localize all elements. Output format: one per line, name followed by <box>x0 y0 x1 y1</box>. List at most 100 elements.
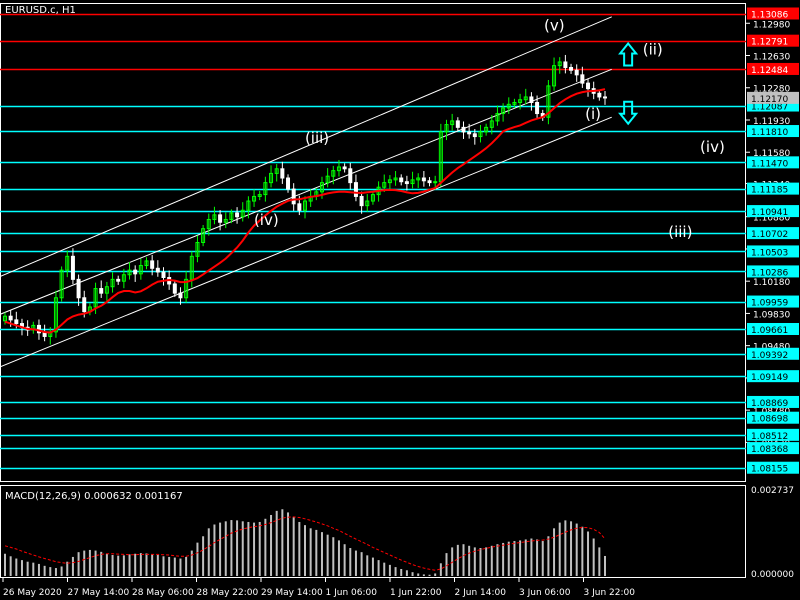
wave-label: (iv) <box>254 211 279 229</box>
candle-body <box>478 131 483 138</box>
current-price-label: 1.12170 <box>751 95 788 105</box>
level-price-box[interactable] <box>747 265 799 278</box>
candle-body <box>574 69 579 76</box>
channel-line-upper[interactable] <box>0 16 612 278</box>
candle-body <box>161 271 166 279</box>
candle-body <box>495 113 500 122</box>
time-tick-label: 26 May 2020 <box>3 588 62 598</box>
candle-body <box>404 181 409 185</box>
level-price-label: 1.08155 <box>751 465 788 475</box>
level-price-box[interactable] <box>747 156 799 169</box>
level-price-box[interactable] <box>747 295 799 308</box>
candle-body <box>399 177 404 183</box>
candle-body <box>552 65 557 87</box>
level-price-box[interactable] <box>747 322 799 335</box>
level-price-box[interactable] <box>747 205 799 218</box>
level-price-box[interactable] <box>747 7 799 20</box>
price-axis[interactable]: 1.129801.126301.122801.119301.115801.112… <box>746 7 799 475</box>
macd-pane[interactable]: 0.002737 0.000000 <box>0 485 795 581</box>
candle-body <box>387 179 392 184</box>
candle-body <box>603 96 607 99</box>
time-tick-label: 29 May 14:00 <box>261 588 323 598</box>
price-tick-label: 1.10880 <box>753 214 790 224</box>
candle-body <box>370 194 375 202</box>
candle-body <box>421 177 426 182</box>
candle-body <box>580 74 585 84</box>
hollow-up-arrow-icon[interactable] <box>618 41 639 67</box>
level-price-box[interactable] <box>747 461 799 474</box>
candle-body <box>14 319 19 325</box>
price-pane-border <box>0 3 746 482</box>
wave-label: (iii) <box>668 223 692 241</box>
candle-body <box>206 218 211 230</box>
level-price-box[interactable] <box>747 34 799 47</box>
candle-body <box>8 315 13 321</box>
level-price-box[interactable] <box>747 125 799 138</box>
candle-body <box>110 278 115 288</box>
time-axis[interactable]: 26 May 2020 27 May 14:00 28 May 06:00 28 Ma… <box>2 578 636 598</box>
candle-body <box>218 214 223 223</box>
price-tick-label: 1.11580 <box>753 149 790 159</box>
level-price-box[interactable] <box>747 370 799 383</box>
channel-line-middle[interactable] <box>0 68 612 315</box>
candle-body <box>410 179 415 185</box>
candle-body <box>472 133 477 138</box>
price-pane[interactable]: (v) (ii) (i) (iii) (iv) (iv) (iii) <box>0 3 746 482</box>
time-tick-label: 3 Jun 22:00 <box>584 588 636 598</box>
candle-body <box>195 242 200 257</box>
level-price-label: 1.10941 <box>751 208 788 218</box>
candle-body <box>223 218 228 223</box>
candle-body <box>150 260 155 269</box>
candle-body <box>303 200 307 211</box>
candle-body <box>178 292 183 299</box>
candle-body <box>455 120 460 128</box>
macd-scale-top: 0.002737 <box>751 486 794 496</box>
candle-body <box>444 124 449 133</box>
level-price-box[interactable] <box>747 62 799 75</box>
candle-body <box>229 212 234 220</box>
price-tick-label: 1.12630 <box>753 53 790 63</box>
wave-label: (ii) <box>643 41 663 59</box>
level-price-box[interactable] <box>747 442 799 455</box>
candle-body <box>467 131 472 135</box>
candle-body <box>3 315 7 322</box>
candle-body <box>416 177 421 181</box>
level-price-box[interactable] <box>747 182 799 195</box>
candle-body <box>484 126 489 133</box>
candle-body <box>597 92 602 98</box>
channel-line-lower[interactable] <box>0 116 612 368</box>
level-price-box[interactable] <box>747 227 799 240</box>
level-price-label: 1.08698 <box>751 415 788 425</box>
candle-body <box>263 182 268 196</box>
level-price-label: 1.13086 <box>751 11 788 21</box>
price-tick-label: 1.12280 <box>753 85 790 95</box>
candle-body <box>246 200 251 211</box>
candle-body <box>325 175 330 184</box>
wave-label: (iii) <box>305 129 329 147</box>
candle-body <box>365 200 370 207</box>
candle-body <box>353 182 358 197</box>
level-price-box[interactable] <box>747 245 799 258</box>
hollow-down-arrow-icon[interactable] <box>618 100 639 126</box>
level-price-label: 1.10702 <box>751 230 788 240</box>
candle-body <box>393 177 398 181</box>
candle-body <box>184 278 189 299</box>
candle-body <box>336 166 341 172</box>
candle-body <box>155 267 160 273</box>
candle-body <box>489 120 494 128</box>
moving-average-line[interactable] <box>4 88 606 334</box>
level-price-box[interactable] <box>747 395 799 408</box>
level-price-box[interactable] <box>747 428 799 441</box>
macd-signal-line[interactable] <box>4 516 606 571</box>
price-tick-label: 1.12980 <box>753 20 790 30</box>
candle-body <box>450 120 455 126</box>
candle-body <box>501 107 506 115</box>
level-price-box[interactable] <box>747 347 799 360</box>
wave-label: (v) <box>544 17 565 35</box>
candle-body <box>291 188 296 205</box>
candle-body <box>59 269 64 299</box>
candle-body <box>563 61 568 68</box>
level-price-box[interactable] <box>747 411 799 424</box>
